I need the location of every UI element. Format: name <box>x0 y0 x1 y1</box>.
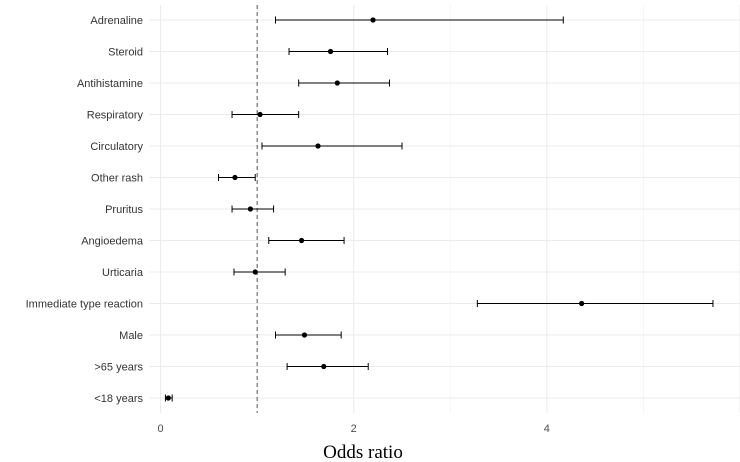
y-tick-label: Antihistamine <box>77 78 143 90</box>
odds-ratio-point <box>232 174 238 181</box>
x-axis-tick-labels: 0 2 4 <box>158 423 550 435</box>
y-tick-label: Pruritus <box>105 204 143 216</box>
forest-row <box>268 237 345 244</box>
odds-ratio-point <box>165 395 171 401</box>
x-tick-label: 2 <box>351 423 357 435</box>
odds-ratio-point <box>327 48 334 55</box>
forest-row <box>476 300 714 307</box>
odds-ratio-point <box>257 111 263 118</box>
forest-row <box>261 142 403 150</box>
y-tick-label: Angioedema <box>81 236 144 248</box>
y-tick-label: Immediate type reaction <box>26 299 143 311</box>
y-tick-label: >65 years <box>94 362 143 374</box>
forest-row <box>288 48 389 55</box>
y-axis-labels: Adrenaline Steroid Antihistamine Respirator… <box>26 15 144 405</box>
y-tick-label: Respiratory <box>87 110 144 122</box>
odds-ratio-point <box>252 269 258 275</box>
odds-ratio-point <box>334 80 340 86</box>
forest-row <box>164 394 173 402</box>
odds-ratio-point <box>315 143 321 149</box>
y-tick-label: Circulatory <box>90 141 143 153</box>
forest-rows <box>164 16 714 402</box>
forest-row <box>275 331 342 339</box>
odds-ratio-point <box>370 17 376 23</box>
y-tick-label: Male <box>119 330 143 342</box>
x-tick-label: 4 <box>544 423 550 435</box>
odds-ratio-point <box>247 206 253 212</box>
forest-row <box>233 268 286 276</box>
y-tick-label: Other rash <box>91 173 143 185</box>
y-tick-label: Urticaria <box>102 267 144 279</box>
odds-ratio-point <box>579 300 585 307</box>
forest-row <box>286 363 369 370</box>
x-tick-label: 0 <box>158 423 164 435</box>
forest-row <box>275 16 564 24</box>
forest-row <box>298 79 390 87</box>
forest-row <box>231 111 300 118</box>
x-axis-title: Odds ratio <box>323 442 403 462</box>
odds-ratio-point <box>301 332 308 338</box>
y-tick-label: Steroid <box>108 47 143 59</box>
forest-row <box>218 174 256 181</box>
forest-row <box>231 205 275 213</box>
y-tick-label: Adrenaline <box>90 15 143 27</box>
y-tick-label: <18 years <box>94 393 143 405</box>
odds-ratio-point <box>298 237 305 244</box>
odds-ratio-point <box>321 363 327 370</box>
